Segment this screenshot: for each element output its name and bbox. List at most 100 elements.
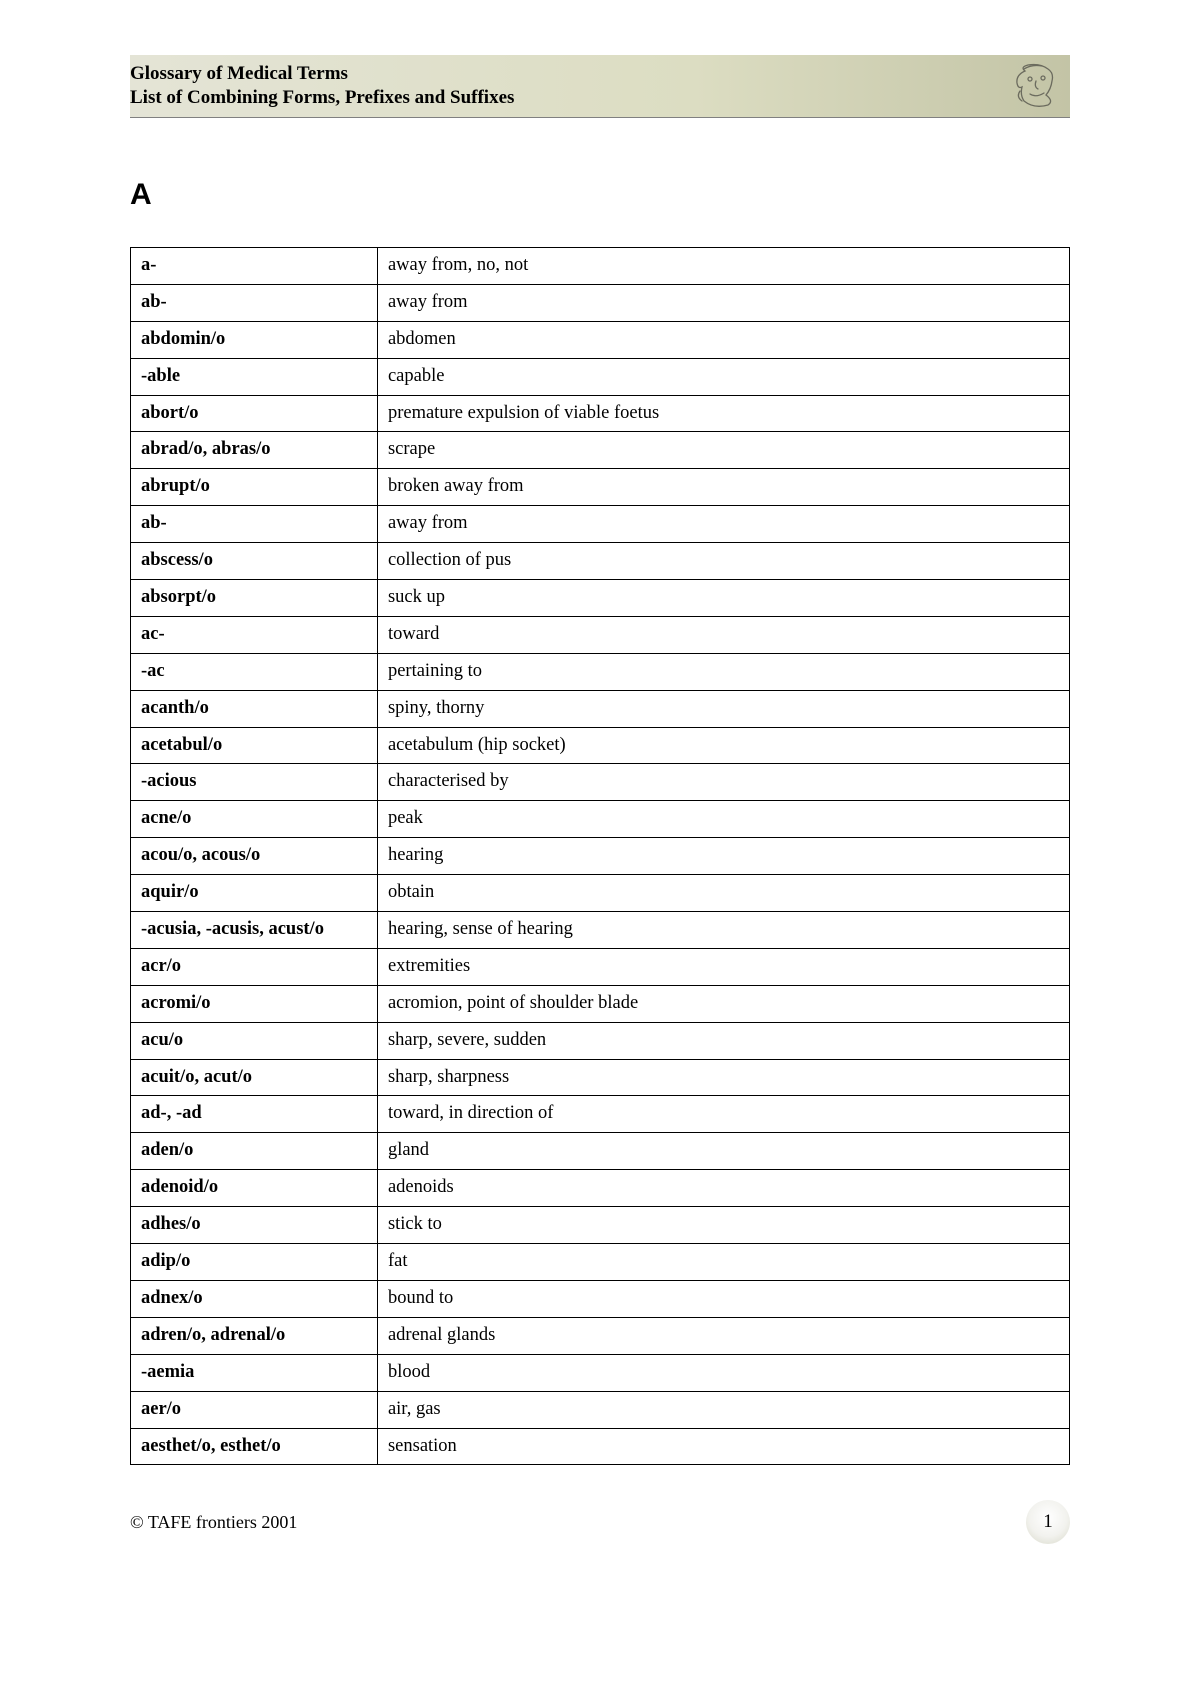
term-cell: abrad/o, abras/o [131, 432, 378, 469]
table-row: aer/oair, gas [131, 1391, 1070, 1428]
table-row: -acusia, -acusis, acust/ohearing, sense … [131, 912, 1070, 949]
term-cell: abort/o [131, 395, 378, 432]
table-row: aesthet/o, esthet/osensation [131, 1428, 1070, 1465]
term-cell: abdomin/o [131, 321, 378, 358]
term-cell: adren/o, adrenal/o [131, 1317, 378, 1354]
term-cell: ac- [131, 616, 378, 653]
table-row: adhes/ostick to [131, 1207, 1070, 1244]
table-row: acanth/ospiny, thorny [131, 690, 1070, 727]
term-cell: a- [131, 248, 378, 285]
definition-cell: sharp, sharpness [377, 1059, 1069, 1096]
term-cell: adenoid/o [131, 1170, 378, 1207]
term-cell: -acious [131, 764, 378, 801]
document-header: Glossary of Medical Terms List of Combin… [130, 55, 1070, 118]
term-cell: adip/o [131, 1244, 378, 1281]
table-row: acromi/oacromion, point of shoulder blad… [131, 985, 1070, 1022]
definition-cell: peak [377, 801, 1069, 838]
table-row: abdomin/oabdomen [131, 321, 1070, 358]
definition-cell: bound to [377, 1280, 1069, 1317]
definition-cell: spiny, thorny [377, 690, 1069, 727]
page-footer: © TAFE frontiers 2001 1 [130, 1500, 1070, 1544]
table-row: acuit/o, acut/osharp, sharpness [131, 1059, 1070, 1096]
definition-cell: sharp, severe, sudden [377, 1022, 1069, 1059]
definition-cell: collection of pus [377, 543, 1069, 580]
term-cell: acanth/o [131, 690, 378, 727]
table-row: ad-, -adtoward, in direction of [131, 1096, 1070, 1133]
term-cell: aesthet/o, esthet/o [131, 1428, 378, 1465]
table-row: acetabul/oacetabulum (hip socket) [131, 727, 1070, 764]
term-cell: acne/o [131, 801, 378, 838]
table-row: ac-toward [131, 616, 1070, 653]
definition-cell: suck up [377, 580, 1069, 617]
term-cell: aden/o [131, 1133, 378, 1170]
term-cell: ab- [131, 284, 378, 321]
header-titles: Glossary of Medical Terms List of Combin… [130, 62, 514, 110]
term-cell: aer/o [131, 1391, 378, 1428]
definition-cell: gland [377, 1133, 1069, 1170]
definition-cell: toward, in direction of [377, 1096, 1069, 1133]
table-row: adren/o, adrenal/oadrenal glands [131, 1317, 1070, 1354]
definition-cell: broken away from [377, 469, 1069, 506]
term-cell: -ac [131, 653, 378, 690]
definition-cell: away from [377, 506, 1069, 543]
table-row: abort/opremature expulsion of viable foe… [131, 395, 1070, 432]
term-cell: ad-, -ad [131, 1096, 378, 1133]
table-row: abscess/ocollection of pus [131, 543, 1070, 580]
table-row: aden/ogland [131, 1133, 1070, 1170]
term-cell: abscess/o [131, 543, 378, 580]
definition-cell: acromion, point of shoulder blade [377, 985, 1069, 1022]
table-row: ab-away from [131, 506, 1070, 543]
table-row: -aemiablood [131, 1354, 1070, 1391]
header-title-line-1: Glossary of Medical Terms [130, 62, 514, 86]
definition-cell: pertaining to [377, 653, 1069, 690]
table-row: acne/opeak [131, 801, 1070, 838]
table-row: acr/oextremities [131, 948, 1070, 985]
definition-cell: extremities [377, 948, 1069, 985]
term-cell: acu/o [131, 1022, 378, 1059]
definition-cell: toward [377, 616, 1069, 653]
term-cell: acr/o [131, 948, 378, 985]
definition-cell: air, gas [377, 1391, 1069, 1428]
table-row: a-away from, no, not [131, 248, 1070, 285]
term-cell: -able [131, 358, 378, 395]
definition-cell: characterised by [377, 764, 1069, 801]
table-row: -acpertaining to [131, 653, 1070, 690]
definition-cell: obtain [377, 875, 1069, 912]
term-cell: acou/o, acous/o [131, 838, 378, 875]
copyright-text: © TAFE frontiers 2001 [130, 1512, 297, 1533]
definition-cell: hearing [377, 838, 1069, 875]
definition-cell: blood [377, 1354, 1069, 1391]
definition-cell: capable [377, 358, 1069, 395]
header-title-line-2: List of Combining Forms, Prefixes and Su… [130, 86, 514, 110]
section-letter: A [130, 178, 1070, 212]
definition-cell: sensation [377, 1428, 1069, 1465]
table-row: absorpt/osuck up [131, 580, 1070, 617]
definition-cell: acetabulum (hip socket) [377, 727, 1069, 764]
table-row: abrupt/obroken away from [131, 469, 1070, 506]
table-row: acou/o, acous/ohearing [131, 838, 1070, 875]
table-row: aquir/oobtain [131, 875, 1070, 912]
term-cell: ab- [131, 506, 378, 543]
term-cell: abrupt/o [131, 469, 378, 506]
glossary-table: a-away from, no, notab-away fromabdomin/… [130, 247, 1070, 1465]
term-cell: -aemia [131, 1354, 378, 1391]
page-number-badge: 1 [1026, 1500, 1070, 1544]
table-row: ab-away from [131, 284, 1070, 321]
definition-cell: adenoids [377, 1170, 1069, 1207]
table-row: -ablecapable [131, 358, 1070, 395]
table-row: acu/osharp, severe, sudden [131, 1022, 1070, 1059]
definition-cell: scrape [377, 432, 1069, 469]
term-cell: adhes/o [131, 1207, 378, 1244]
term-cell: acuit/o, acut/o [131, 1059, 378, 1096]
definition-cell: hearing, sense of hearing [377, 912, 1069, 949]
term-cell: acetabul/o [131, 727, 378, 764]
definition-cell: away from, no, not [377, 248, 1069, 285]
table-row: adenoid/oadenoids [131, 1170, 1070, 1207]
page-container: Glossary of Medical Terms List of Combin… [0, 0, 1200, 1544]
term-cell: acromi/o [131, 985, 378, 1022]
term-cell: aquir/o [131, 875, 378, 912]
page-number: 1 [1043, 1511, 1053, 1533]
definition-cell: premature expulsion of viable foetus [377, 395, 1069, 432]
table-row: adnex/obound to [131, 1280, 1070, 1317]
table-row: adip/ofat [131, 1244, 1070, 1281]
